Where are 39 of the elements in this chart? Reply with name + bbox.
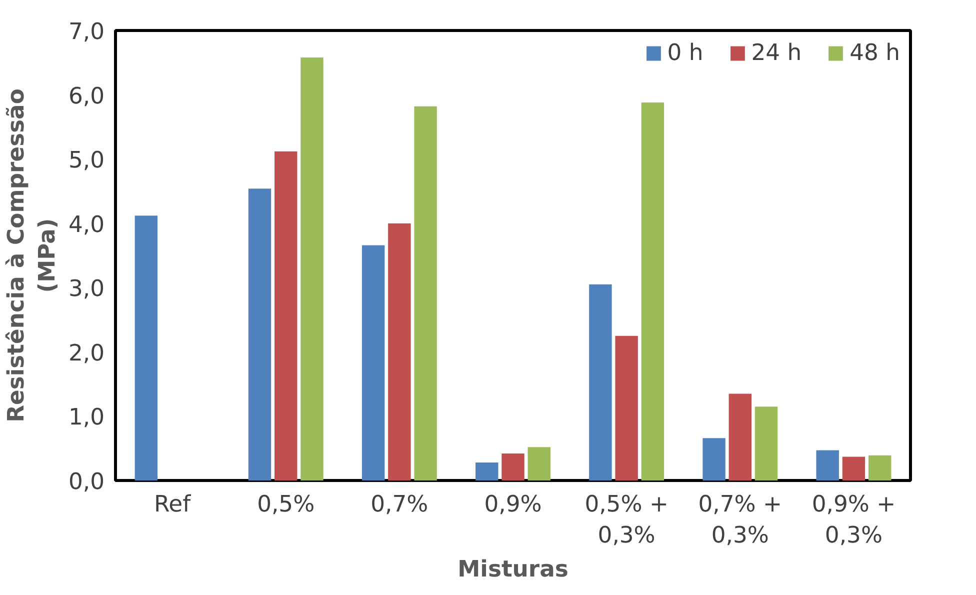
bar (816, 450, 839, 480)
bar (842, 456, 866, 480)
x-tick-label: 0,9% (484, 492, 542, 518)
legend-label: 0 h (667, 40, 704, 66)
bar (502, 454, 524, 480)
bar (248, 188, 272, 480)
bar (388, 223, 411, 480)
bar (641, 102, 664, 480)
x-tick-label: 0,7% (370, 492, 428, 518)
bar (728, 394, 752, 480)
bar (476, 462, 498, 480)
bar (589, 284, 612, 480)
y-tick-label: 2,0 (68, 340, 104, 366)
bar (528, 447, 550, 480)
bar (702, 438, 726, 480)
x-tick-label: Ref (154, 492, 192, 518)
y-tick-label: 3,0 (68, 276, 104, 302)
legend-label: 24 h (751, 40, 802, 66)
bar (414, 106, 437, 480)
y-tick-label: 5,0 (68, 148, 104, 174)
x-tick-label: 0,5% (257, 492, 315, 518)
x-tick-label: 0,9% + 0,3% (812, 492, 896, 549)
bar (868, 455, 892, 480)
y-tick-label: 1,0 (68, 404, 104, 431)
x-tick-label: 0,7% + 0,3% (698, 492, 782, 549)
y-tick-label: 0,0 (68, 469, 104, 495)
y-tick-label: 4,0 (68, 212, 104, 238)
y-tick-label: 6,0 (68, 83, 104, 110)
x-tick-label: 0,5% + 0,3% (584, 492, 668, 549)
bar (615, 336, 638, 480)
x-axis-title: Misturas (458, 556, 568, 583)
bar (274, 151, 298, 480)
bar (754, 406, 778, 480)
y-tick-label: 7,0 (68, 19, 104, 45)
bar (300, 58, 324, 480)
bar (362, 245, 385, 480)
bar (134, 216, 158, 480)
y-axis-title: Resistência à Compressão (MPa) (3, 88, 60, 422)
legend-label: 48 h (850, 40, 900, 66)
